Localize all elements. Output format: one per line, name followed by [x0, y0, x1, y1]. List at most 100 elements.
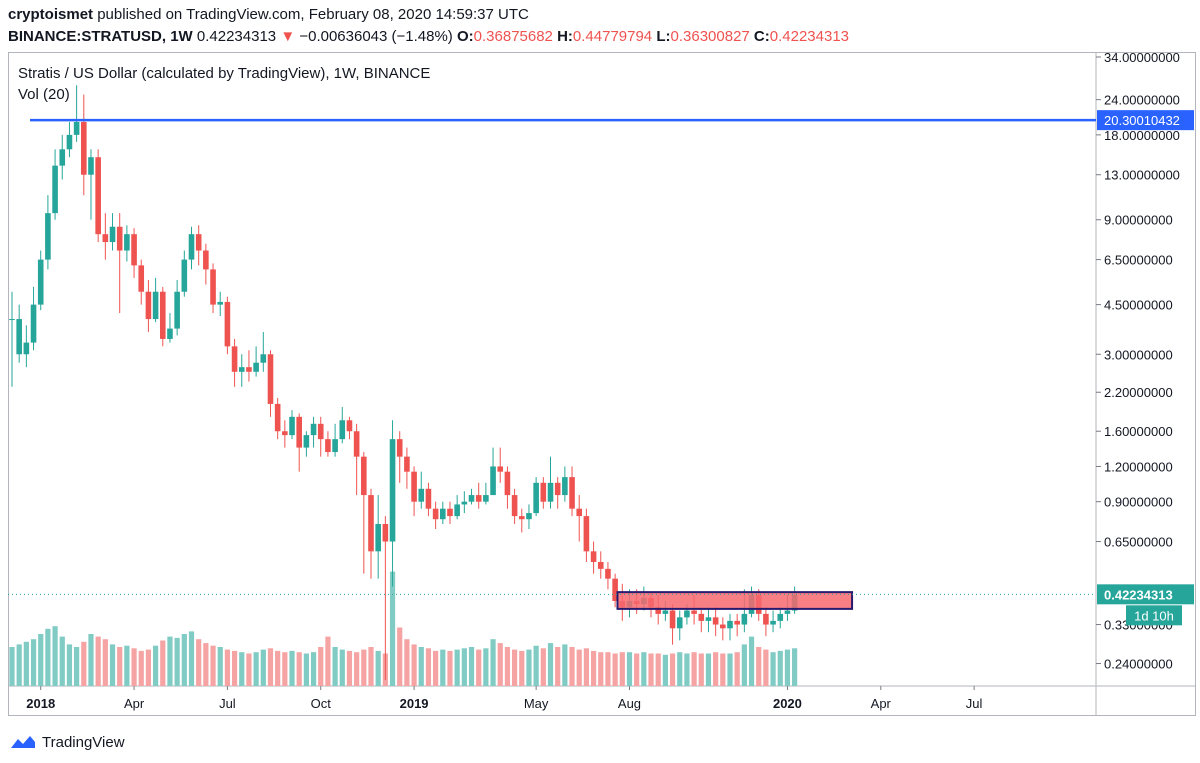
candle-body — [562, 477, 568, 496]
volume-bar — [763, 649, 769, 686]
candle-body — [741, 613, 748, 625]
volume-bar — [705, 653, 712, 686]
symbol-label: BINANCE:STRATUSD, 1W — [8, 28, 193, 45]
candle-body — [152, 291, 159, 320]
volume-bar — [519, 650, 525, 686]
volume-bar — [547, 643, 554, 686]
volume-bar — [748, 636, 755, 686]
price-tick-label: 18.00000000 — [1104, 128, 1180, 143]
candle-body — [102, 234, 109, 243]
candle-body — [253, 362, 259, 372]
volume-bar — [397, 627, 403, 686]
volume-bar — [160, 640, 166, 686]
tradingview-logo-icon — [11, 736, 35, 748]
price-tick-label: 34.00000000 — [1104, 52, 1180, 65]
candle-body — [289, 416, 295, 436]
volume-bar — [727, 653, 733, 686]
candle-body — [195, 234, 202, 251]
time-tick-label: 2020 — [773, 696, 802, 711]
volume-bar — [375, 650, 381, 686]
volume-bar — [117, 647, 123, 686]
volume-bar — [655, 653, 661, 686]
volume-bar — [590, 650, 597, 686]
volume-bar — [267, 648, 274, 686]
volume-bar — [9, 647, 15, 686]
price-chart[interactable]: 34.00000000 24.00000000 18.00000000 13.0000… — [8, 52, 1196, 716]
candle-body — [231, 346, 238, 372]
candle-body — [282, 431, 288, 436]
candle-body — [267, 354, 274, 404]
candle-body — [511, 495, 518, 517]
volume-bar — [131, 648, 137, 686]
candle-body — [547, 482, 554, 502]
candle-body — [30, 304, 37, 343]
candle-body — [468, 495, 475, 502]
volume-bar — [504, 647, 511, 686]
candle-body — [274, 403, 281, 432]
volume-bar — [318, 647, 324, 686]
candle-body — [655, 607, 661, 614]
author-name: cryptoismet — [8, 6, 94, 23]
chart-frame — [8, 52, 1196, 716]
candle-body — [88, 157, 94, 175]
candle-body — [59, 149, 66, 166]
volume-bar — [275, 650, 281, 686]
resistance-price-badge — [1097, 110, 1194, 131]
volume-bar — [52, 626, 58, 686]
volume-bar — [741, 644, 747, 686]
candle-body — [16, 319, 22, 355]
candle-body — [389, 439, 396, 542]
candle-body — [684, 610, 690, 618]
volume-bar — [361, 649, 367, 686]
volume-bar — [425, 648, 432, 686]
brand-name[interactable]: TradingView — [42, 733, 125, 751]
candle-body — [454, 504, 460, 517]
volume-bar — [38, 634, 44, 686]
volume-bar — [16, 644, 22, 686]
volume-bar — [310, 652, 317, 686]
candle-body — [612, 578, 618, 601]
volume-bar — [497, 643, 503, 686]
time-tick-label: Aug — [618, 696, 641, 711]
volume-bar — [224, 649, 230, 686]
volume-bar — [196, 639, 202, 686]
volume-bar — [167, 636, 173, 686]
volume-bar — [88, 634, 94, 686]
volume-bar — [389, 571, 396, 686]
volume-bar — [102, 639, 108, 686]
chart-title: Stratis / US Dollar (calculated by Tradi… — [18, 65, 431, 82]
open-value: 0.36875682 — [473, 28, 553, 45]
candle-body — [490, 466, 496, 496]
price-tick-label: 0.65000000 — [1104, 535, 1173, 550]
countdown-label: 1d 10h — [1134, 608, 1174, 623]
candle-body — [159, 291, 166, 339]
candle-body — [95, 157, 101, 235]
volume-bar — [124, 645, 130, 686]
volume-bar — [777, 650, 783, 686]
candle-body — [375, 524, 381, 552]
candle-body — [669, 610, 676, 629]
volume-bar — [153, 645, 159, 686]
volume-bar — [138, 650, 144, 686]
candle-body — [116, 226, 123, 251]
time-tick-label: 2019 — [400, 696, 429, 711]
time-tick-label: Oct — [311, 696, 332, 711]
candle-body — [368, 495, 374, 552]
price-tick-label: 1.60000000 — [1104, 424, 1173, 439]
volume-bar — [59, 636, 65, 686]
candle-body — [411, 471, 417, 502]
volume-bar — [30, 639, 37, 686]
candle-body — [210, 269, 216, 305]
candle-body — [418, 488, 425, 502]
volume-bar — [461, 648, 467, 686]
volume-bar — [684, 653, 690, 686]
candle-body — [238, 367, 245, 372]
candle-body — [705, 617, 712, 621]
candle-body — [9, 319, 15, 321]
price-tick-label: 2.20000000 — [1104, 385, 1173, 400]
high-value: 0.44779794 — [572, 28, 653, 45]
volume-bar — [526, 649, 532, 686]
support-zone — [616, 591, 854, 610]
change-value: −0.00636043 (−1.48%) — [299, 28, 453, 45]
volume-bar — [74, 647, 80, 686]
